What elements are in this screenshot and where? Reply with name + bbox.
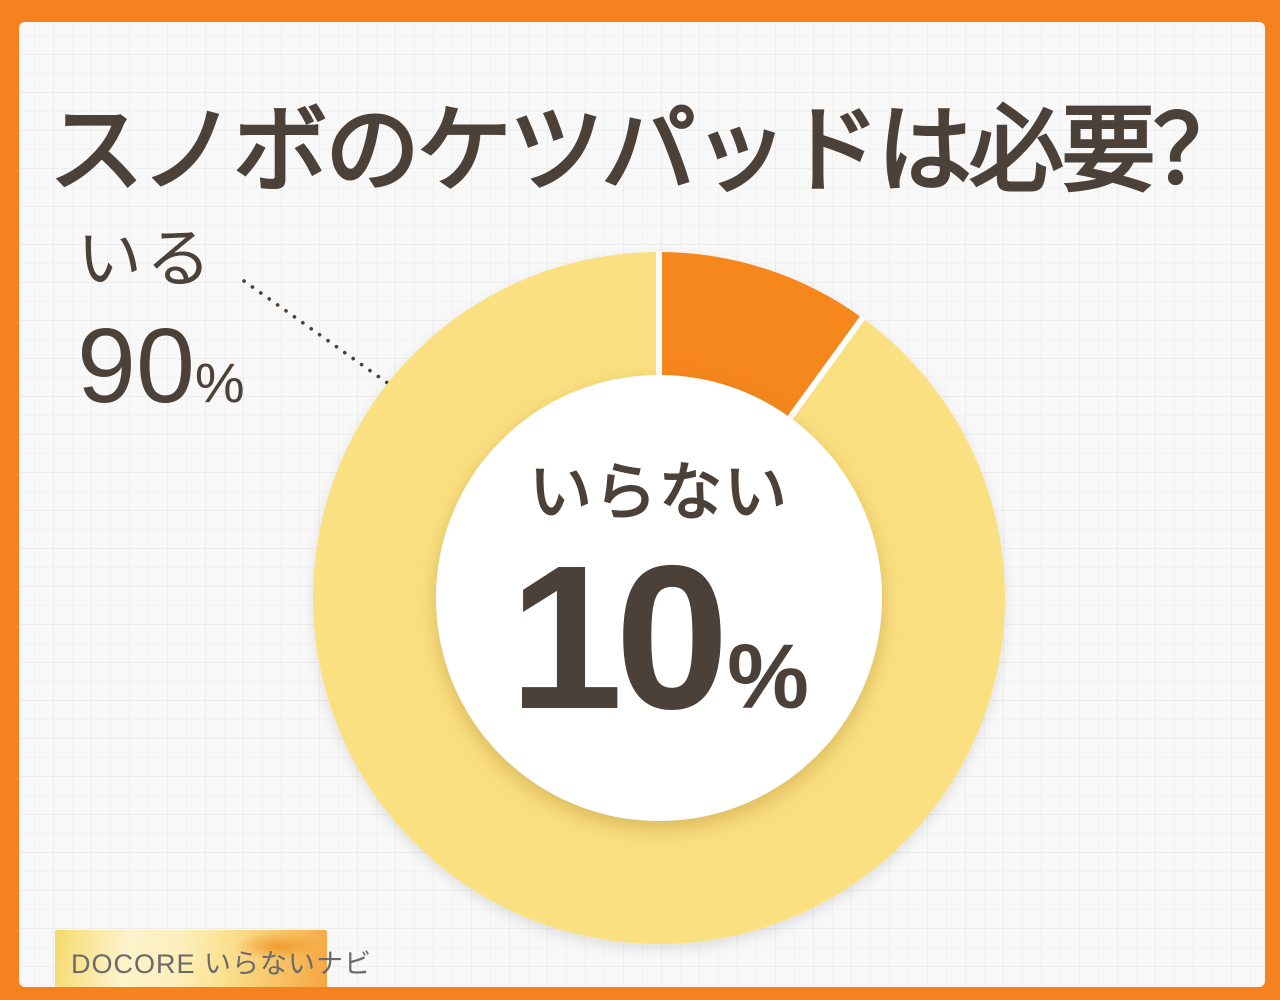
outer-label-name: いる	[77, 222, 216, 295]
outer-label-value-row: 90%	[77, 313, 245, 419]
segment-divider	[782, 315, 866, 426]
logo-text: DOCORE いらないナビ	[71, 948, 373, 979]
center-label-name: いらない	[529, 458, 789, 528]
center-label-group: いらない 10%	[509, 458, 809, 741]
outer-label-group: いる 90%	[77, 226, 245, 419]
outer-label-percent-sign: %	[194, 351, 245, 414]
leader-dotted-line	[242, 279, 405, 396]
grid-background: スノボのケツパッドは必要？ いる 90% いらない 10% DOCORE いらな…	[19, 22, 1265, 987]
donut-segment-いらない	[659, 252, 863, 418]
outer-label-value: 90	[77, 307, 195, 425]
center-label-value: 10	[509, 523, 729, 752]
page-title: スノボのケツパッドは必要？	[49, 98, 1248, 204]
logo-badge: DOCORE いらないナビ	[55, 930, 371, 987]
center-label-value-row: 10%	[509, 535, 809, 740]
center-label-percent-sign: %	[727, 626, 809, 728]
